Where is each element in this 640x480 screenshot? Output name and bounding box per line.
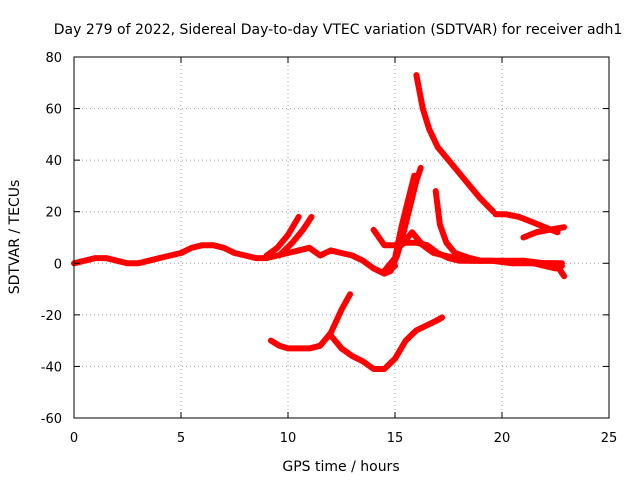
y-tick-label: -60 [41, 412, 62, 427]
y-tick-label: 60 [45, 103, 62, 118]
series-tail-up [520, 224, 568, 241]
series-spike-a [381, 164, 424, 277]
x-tick-label: 0 [70, 431, 78, 446]
series-base-wave [71, 242, 302, 267]
plot-frame [73, 56, 610, 419]
series-neg-arc-b [327, 314, 446, 372]
y-tick-label: 0 [54, 257, 62, 272]
chart-title: Day 279 of 2022, Sidereal Day-to-day VTE… [54, 22, 622, 38]
series-spike-b [381, 172, 418, 274]
x-axis-label: GPS time / hours [282, 459, 399, 475]
series-neg-arc-a [267, 291, 354, 352]
axis-ticks: 0 5 10 15 20 25 -60 -40 -20 0 20 40 60 80 [41, 51, 618, 446]
series-peak-curve [413, 72, 497, 215]
data-series [71, 72, 568, 372]
series-arc-a [263, 213, 302, 259]
x-tick-label: 5 [177, 431, 185, 446]
series-mid-wave [295, 244, 398, 277]
x-tick-label: 15 [387, 431, 404, 446]
x-tick-label: 20 [494, 431, 511, 446]
grid-lines [74, 57, 609, 418]
y-tick-label: -40 [41, 360, 62, 375]
y-tick-label: 80 [45, 51, 62, 66]
y-tick-label: 20 [45, 206, 62, 221]
x-tick-label: 10 [280, 431, 297, 446]
series-short-drop [432, 188, 484, 264]
series-tail-noise [499, 257, 565, 272]
y-tick-label: 40 [45, 154, 62, 169]
series-arc-b [276, 213, 315, 259]
y-axis-label: SDTVAR / TECUs [7, 180, 23, 295]
series-rise-b [398, 229, 568, 280]
x-tick-label: 25 [601, 431, 618, 446]
y-tick-label: -20 [41, 309, 62, 324]
